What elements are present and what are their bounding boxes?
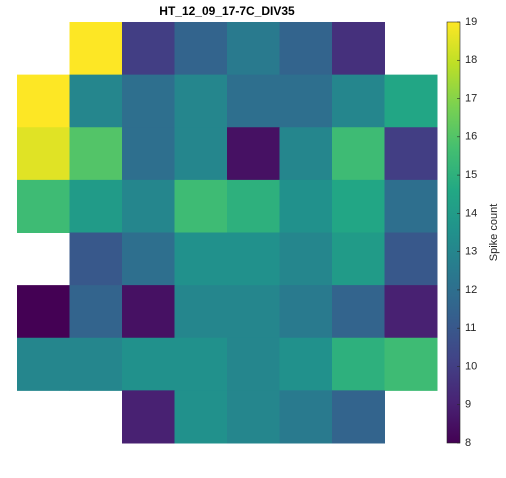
heatmap	[17, 22, 438, 444]
cell	[17, 285, 70, 339]
colorbar-tick-label: 16	[465, 131, 477, 143]
cell	[122, 390, 175, 444]
colorbar-tick-label: 17	[465, 92, 477, 104]
colorbar-tick-label: 11	[465, 322, 476, 334]
cell	[227, 179, 280, 233]
colorbar-tick-label: 15	[465, 169, 477, 181]
cell	[227, 232, 280, 286]
cell	[174, 337, 228, 391]
cell	[122, 127, 175, 181]
cell	[332, 232, 385, 286]
cell	[332, 285, 385, 339]
cell	[332, 390, 385, 444]
cell	[122, 337, 175, 391]
cell	[227, 74, 280, 128]
cell	[174, 74, 228, 128]
cell	[332, 74, 385, 128]
colorbar-label: Spike count	[488, 204, 500, 261]
cell	[122, 232, 175, 286]
cell	[174, 285, 228, 339]
cell	[279, 74, 333, 128]
cell	[227, 390, 280, 444]
colorbar-tick-label: 8	[465, 437, 471, 449]
cell	[384, 337, 438, 391]
chart-title: HT_12_09_17-7C_DIV35	[159, 4, 295, 18]
cell	[69, 337, 123, 391]
cell	[332, 337, 385, 391]
colorbar-gradient	[446, 21, 461, 444]
cell	[227, 127, 280, 181]
cell	[384, 179, 438, 233]
cell	[69, 127, 123, 181]
cell	[279, 285, 333, 339]
cell	[332, 127, 385, 181]
cell	[227, 285, 280, 339]
cell	[69, 74, 123, 128]
cell	[17, 179, 70, 233]
cell	[384, 285, 438, 339]
cell	[384, 74, 438, 128]
cell	[279, 127, 333, 181]
cell	[384, 232, 438, 286]
cell	[279, 179, 333, 233]
cell	[17, 74, 70, 128]
colorbar-tick-label: 18	[465, 54, 477, 66]
cell	[332, 22, 385, 76]
cell	[174, 22, 228, 76]
colorbar: 8 9 10 11 12 13 14 15 16 17 18 19 Spike count	[446, 16, 500, 449]
cell	[17, 127, 70, 181]
cell	[122, 74, 175, 128]
colorbar-tick-label: 9	[465, 399, 471, 411]
cell	[279, 22, 333, 76]
cell	[279, 232, 333, 286]
cell	[227, 22, 280, 76]
cell	[69, 285, 123, 339]
cell	[122, 179, 175, 233]
colorbar-tick-label: 14	[465, 207, 477, 219]
cell	[174, 179, 228, 233]
colorbar-tick-label: 13	[465, 246, 477, 258]
cell	[174, 232, 228, 286]
cell	[122, 285, 175, 339]
colorbar-tick-label: 19	[465, 16, 477, 28]
cell	[174, 127, 228, 181]
cell	[69, 232, 123, 286]
cell	[69, 179, 123, 233]
cell	[17, 337, 70, 391]
colorbar-tick-label: 12	[465, 284, 477, 296]
cell	[332, 179, 385, 233]
cell	[279, 390, 333, 444]
cell	[279, 337, 333, 391]
cell	[122, 22, 175, 76]
cell	[174, 390, 228, 444]
colorbar-tick-label: 10	[465, 360, 477, 372]
cell	[227, 337, 280, 391]
cell	[384, 127, 438, 181]
cell	[69, 22, 123, 76]
